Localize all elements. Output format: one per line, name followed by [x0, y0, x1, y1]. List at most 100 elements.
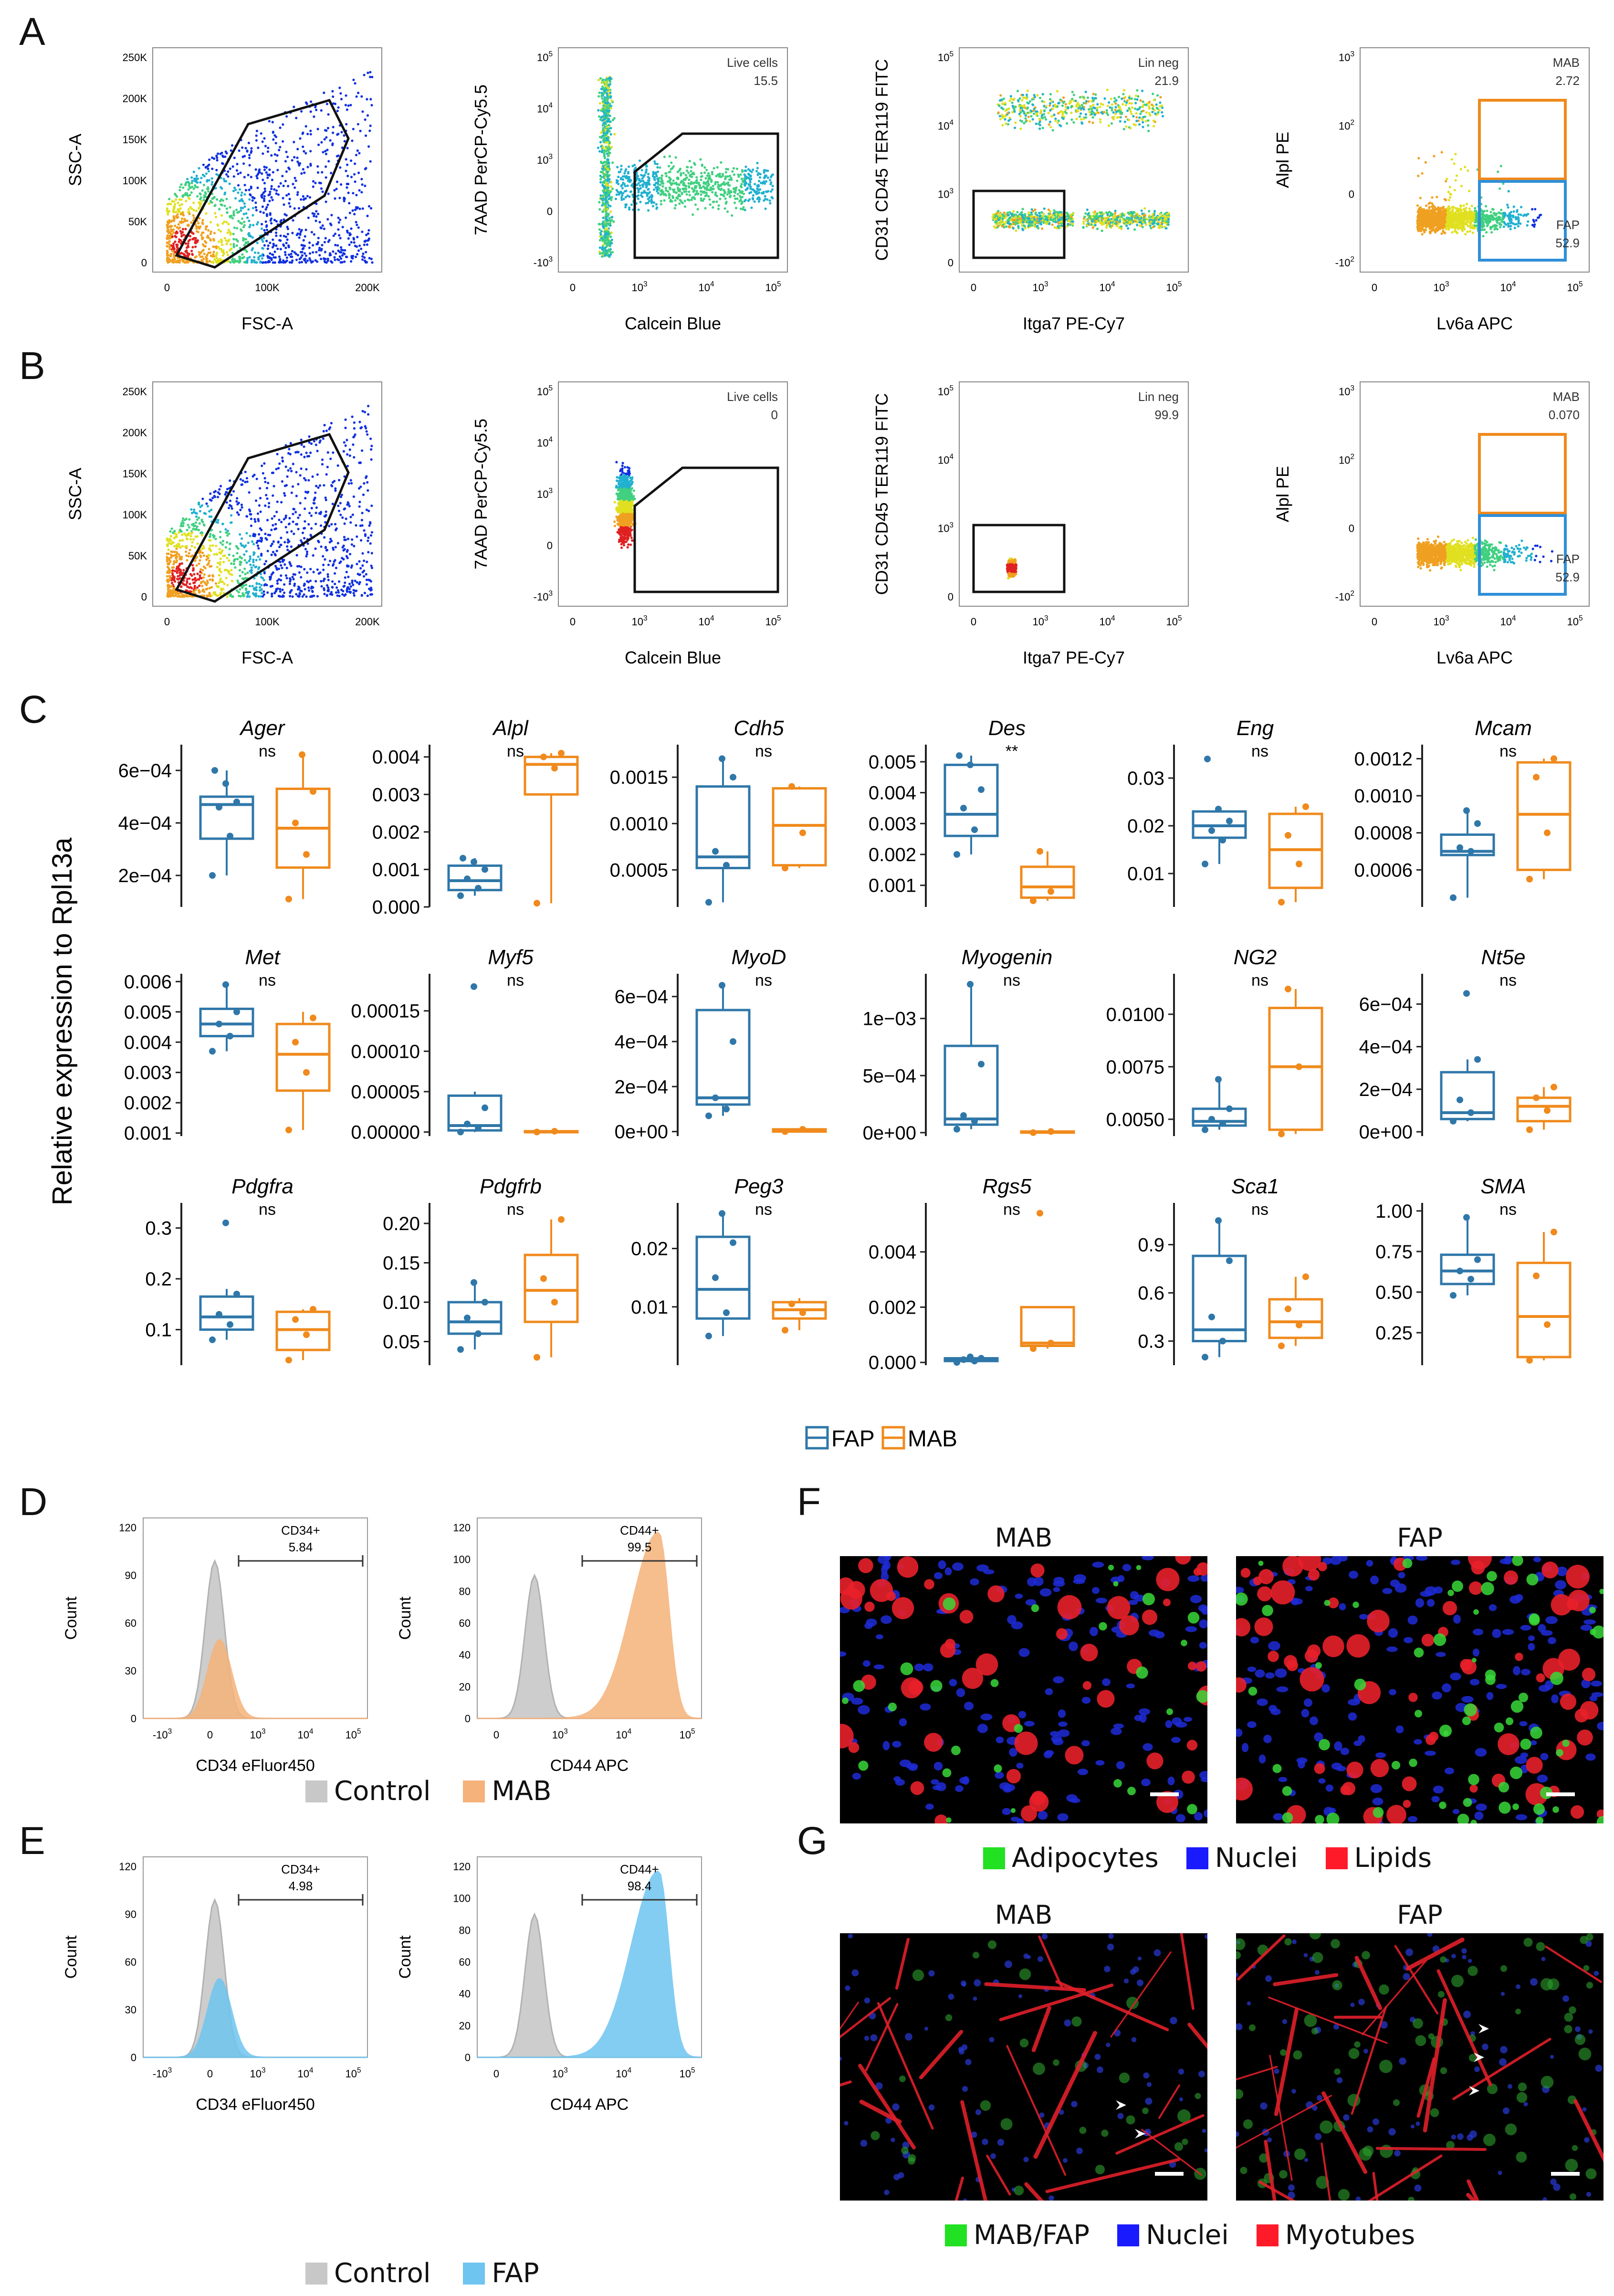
event-dot [227, 222, 230, 225]
event-dot [1536, 216, 1540, 219]
event-dot [1084, 113, 1087, 116]
event-dot [357, 92, 360, 95]
event-dot [200, 200, 203, 202]
event-dot [998, 99, 1002, 102]
event-dot [740, 196, 743, 199]
event-dot [337, 133, 340, 136]
event-dot [1099, 121, 1102, 124]
event-dot [997, 104, 1001, 107]
event-dot [707, 177, 710, 180]
event-dot [320, 109, 323, 112]
event-dot [605, 162, 608, 165]
event-dot [1120, 227, 1123, 230]
event-dot [770, 176, 773, 179]
event-dot [709, 186, 712, 189]
event-dot [317, 237, 320, 240]
event-dot [1130, 102, 1133, 105]
event-dot [763, 169, 765, 172]
event-dot [650, 198, 653, 201]
event-dot [363, 74, 366, 76]
event-dot [328, 239, 331, 242]
event-dot [626, 194, 629, 197]
event-dot [598, 252, 601, 255]
event-dot [206, 253, 209, 256]
event-dot [744, 184, 746, 187]
event-dot [607, 254, 610, 257]
event-dot [1027, 225, 1030, 228]
event-dot [610, 99, 613, 102]
event-dot [236, 227, 239, 230]
event-dot [602, 146, 605, 149]
event-dot [299, 137, 302, 140]
event-dot [205, 172, 208, 175]
event-dot [261, 205, 264, 208]
event-dot [173, 220, 176, 222]
event-dot [318, 254, 321, 257]
event-dot [241, 253, 244, 256]
event-dot [601, 181, 604, 184]
event-dot [604, 233, 607, 236]
event-dot [241, 198, 243, 200]
event-dot [234, 189, 237, 191]
event-dot [719, 198, 722, 200]
event-dot [1051, 214, 1054, 217]
event-dot [355, 255, 357, 258]
event-dot [290, 261, 293, 264]
event-dot [356, 123, 360, 126]
event-dot [687, 182, 690, 185]
event-dot [296, 193, 299, 196]
event-dot [190, 250, 193, 253]
event-dot [361, 255, 364, 258]
event-dot [366, 214, 369, 217]
event-dot [1096, 220, 1099, 223]
event-dot [603, 238, 607, 241]
y-tick-label: 104 [537, 102, 553, 115]
event-dot [1085, 100, 1088, 103]
event-dot [1125, 224, 1128, 227]
event-dot [1485, 231, 1488, 234]
gate-value: 15.5 [754, 74, 778, 88]
event-dot [241, 191, 243, 194]
event-dot [291, 159, 293, 162]
event-dot [724, 191, 727, 194]
event-dot [1049, 109, 1052, 112]
event-dot [607, 96, 610, 99]
event-dot [695, 180, 698, 184]
event-dot [659, 183, 661, 187]
event-dot [325, 200, 327, 203]
event-dot [359, 129, 362, 132]
event-dot [220, 238, 223, 241]
event-dot [637, 208, 640, 211]
plot-frame [959, 47, 1189, 273]
event-dot [1035, 122, 1038, 125]
event-dot [1157, 216, 1160, 219]
event-dot [620, 184, 623, 187]
event-dot [215, 256, 218, 259]
panel-label-f: F [797, 1480, 821, 1524]
event-dot [196, 186, 199, 189]
event-dot [340, 183, 343, 186]
event-dot [232, 245, 235, 248]
event-dot [1032, 104, 1035, 106]
event-dot [301, 248, 304, 251]
event-dot [166, 257, 169, 260]
event-dot [713, 167, 715, 170]
event-dot [1466, 231, 1469, 233]
event-dot [602, 124, 605, 127]
event-dot [345, 158, 347, 161]
event-dot [247, 141, 251, 145]
event-dot [259, 211, 262, 213]
event-dot [672, 190, 675, 193]
event-dot [352, 127, 355, 130]
event-dot [275, 244, 278, 247]
event-dot [288, 261, 291, 264]
event-dot [1162, 215, 1165, 218]
event-dot [1099, 105, 1101, 108]
event-dot [282, 123, 284, 126]
event-dot [1134, 107, 1137, 110]
event-dot [1059, 125, 1062, 127]
event-dot [1053, 211, 1056, 214]
event-dot [222, 254, 225, 257]
event-dot [1039, 112, 1042, 115]
event-dot [280, 219, 283, 222]
